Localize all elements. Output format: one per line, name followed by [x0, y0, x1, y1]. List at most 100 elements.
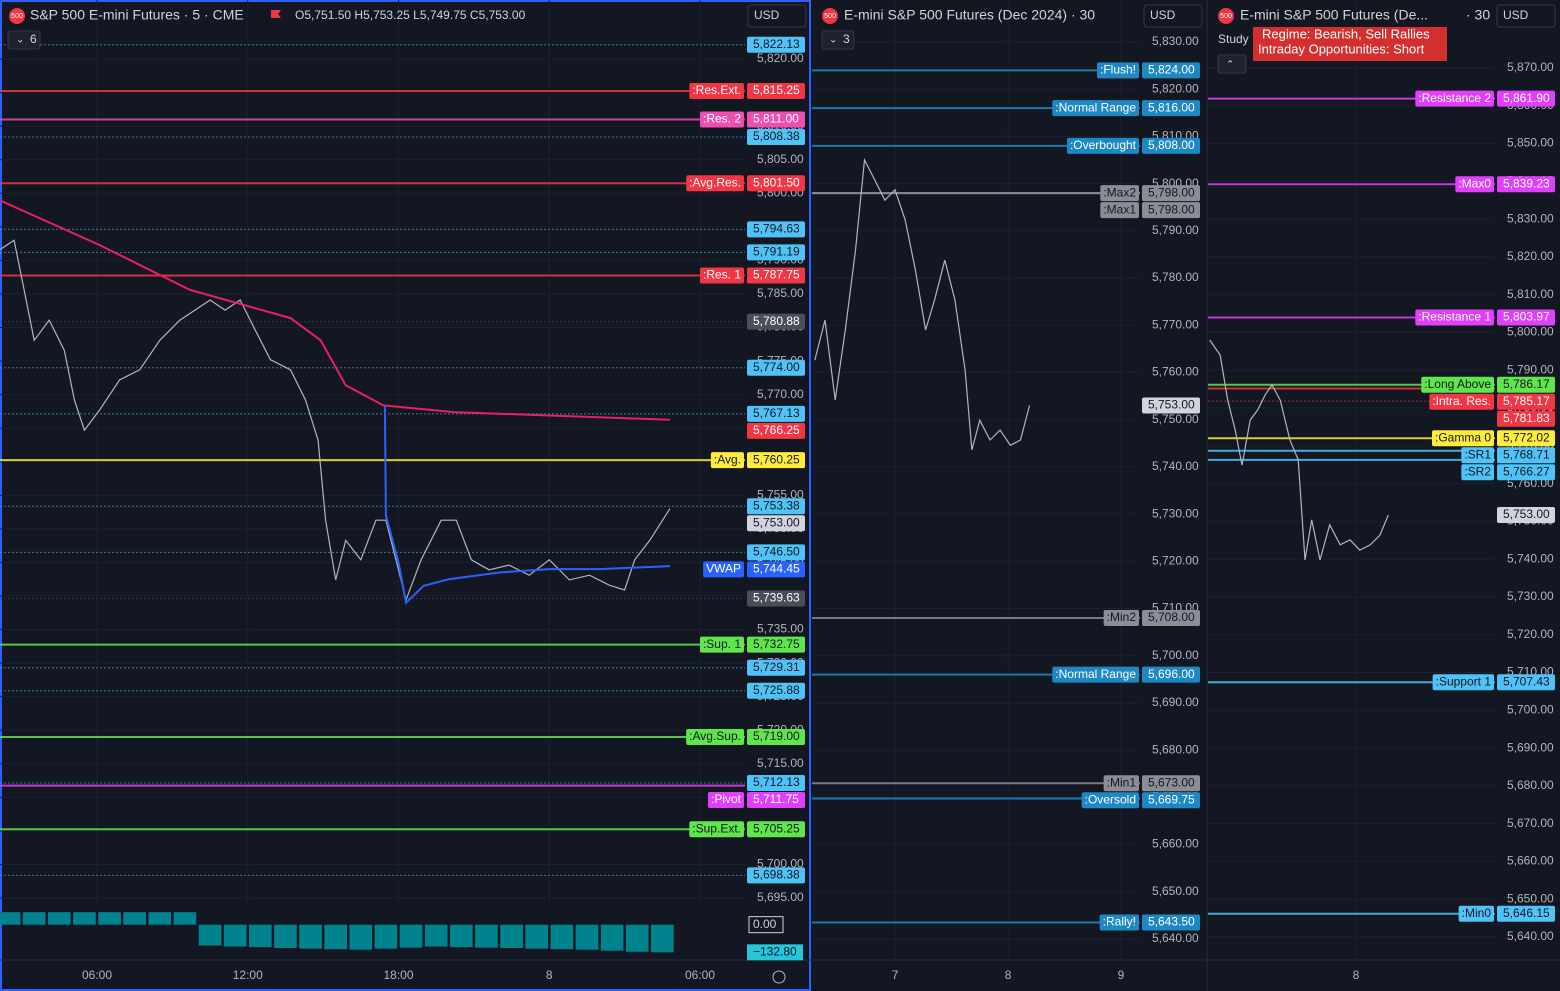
y-tick-label: 5,640.00 [1507, 929, 1554, 943]
currency: USD [1150, 8, 1176, 22]
badge [9, 8, 25, 24]
price-line [814, 157, 1031, 451]
level-name: :Max2 [1103, 185, 1136, 199]
histogram-bar [249, 924, 272, 948]
y-tick-label: 5,700.00 [1507, 702, 1554, 716]
price-tag [1497, 176, 1555, 193]
price-tag [747, 792, 805, 809]
currency-select[interactable] [1496, 4, 1556, 28]
level-name: :Oversold [1085, 792, 1136, 806]
chevron: ⌃ [1226, 60, 1234, 71]
y-tick-label: 5,830.00 [1507, 211, 1554, 225]
y-tick-label: 5,740.00 [1152, 459, 1199, 473]
level-name: :Res. 2 [703, 112, 741, 126]
level-name-box [1421, 376, 1494, 393]
level-name-box [1052, 100, 1139, 117]
price-tag-label: 5,760.25 [753, 452, 800, 466]
price-tag-label: 5,816.00 [1148, 100, 1195, 114]
price-line [0, 199, 670, 421]
price-tag-label: 5,791.19 [753, 245, 800, 259]
histogram-bar [575, 924, 599, 950]
level-name: :Gamma 0 [1435, 430, 1491, 444]
histogram-bar [223, 924, 247, 947]
expand-button[interactable] [1217, 54, 1247, 74]
x-tick-label: 12:00 [233, 968, 263, 982]
ohlc-label: C [470, 8, 479, 22]
regime-banner [1253, 27, 1447, 61]
level-name: VWAP [706, 562, 741, 576]
indicator-tick-label: 0.00 [753, 917, 777, 931]
level-name-box [1429, 393, 1494, 410]
chevron: ⌄ [16, 35, 24, 46]
chevron: ⌄ [829, 35, 837, 46]
price-tag-label: 5,739.63 [753, 591, 800, 605]
y-tick-label: 5,850.00 [1507, 136, 1554, 150]
price-tag [1142, 100, 1200, 117]
price-tag-label: 5,781.83 [1503, 411, 1550, 425]
currency-select[interactable] [1143, 4, 1203, 28]
histogram-bar [424, 924, 448, 947]
price-tag-label: 5,646.15 [1503, 906, 1550, 920]
price-line [0, 239, 671, 603]
collapse-button[interactable] [7, 30, 41, 50]
y-tick-label: 5,755.00 [757, 487, 804, 501]
price-tag-label: 5,707.43 [1503, 674, 1550, 688]
price-tag [747, 728, 805, 745]
settings-icon[interactable] [772, 970, 786, 984]
histogram-bar [625, 924, 649, 952]
x-tick-label: 8 [1353, 968, 1360, 982]
level-name-box [1103, 775, 1139, 792]
level-name-box [686, 728, 744, 745]
level-name-box [1066, 137, 1139, 154]
histogram-bar [73, 912, 96, 925]
price-tag-label: 5,711.75 [753, 792, 799, 806]
chart-title: E-mini S&P 500 Futures (Dec 2024) · 30 [844, 7, 1095, 23]
price-tag-label: 5,798.00 [1148, 202, 1195, 216]
price-tag-label: 5,643.50 [1148, 915, 1195, 929]
y-tick-label: 5,660.00 [1507, 854, 1554, 868]
price-tag [747, 452, 805, 469]
price-tag [1142, 137, 1200, 154]
y-tick-label: 5,805.00 [757, 152, 804, 166]
price-tag-label: 5,808.38 [753, 129, 800, 143]
price-tag-label: 5,753.00 [753, 515, 800, 529]
level-name: :Support 1 [1436, 674, 1492, 688]
x-tick-label: 7 [892, 968, 899, 982]
price-tag-label: 5,766.25 [753, 423, 800, 437]
price-tag [747, 267, 805, 284]
level-name-box [1052, 666, 1139, 683]
price-tag [747, 244, 805, 261]
y-tick-label: 5,800.00 [1507, 325, 1554, 339]
price-tag-label: 5,696.00 [1148, 667, 1195, 681]
badge-text: 500 [1220, 13, 1232, 20]
ohlc-value: 5,753.00 [479, 8, 526, 22]
price-tag [1142, 792, 1200, 809]
indicator-tag [748, 916, 784, 934]
currency-select[interactable] [747, 4, 807, 28]
y-tick-label: 5,670.00 [1507, 816, 1554, 830]
level-name-box [1432, 674, 1494, 691]
banner-line: Intraday Opportunities: Short [1258, 41, 1425, 56]
collapse-button[interactable] [821, 30, 855, 50]
level-name: :Long Above [1424, 377, 1491, 391]
level-name-box [1431, 430, 1494, 447]
price-tag-label: 5,698.38 [753, 868, 800, 882]
price-tag [1142, 609, 1200, 626]
price-tag [1142, 185, 1200, 202]
level-name: :Intra. Res. [1432, 394, 1491, 408]
price-tag [1142, 62, 1200, 79]
x-tick-label: 9 [1118, 968, 1125, 982]
price-tag-label: 5,811.00 [753, 112, 799, 126]
level-name-box [1103, 609, 1139, 626]
price-tag [747, 82, 805, 99]
chart-title: E-mini S&P 500 Futures (De... [1240, 7, 1428, 23]
price-tag-label: 5,753.00 [1148, 398, 1195, 412]
price-tag [747, 405, 805, 422]
level-name-box [1081, 792, 1139, 809]
price-tag [747, 129, 805, 146]
level-name-box [1096, 62, 1139, 79]
histogram-bar [475, 924, 498, 948]
price-tag-label: 5,815.25 [753, 83, 800, 97]
y-tick-label: 5,820.00 [757, 51, 804, 65]
y-tick-label: 5,695.00 [757, 890, 804, 904]
